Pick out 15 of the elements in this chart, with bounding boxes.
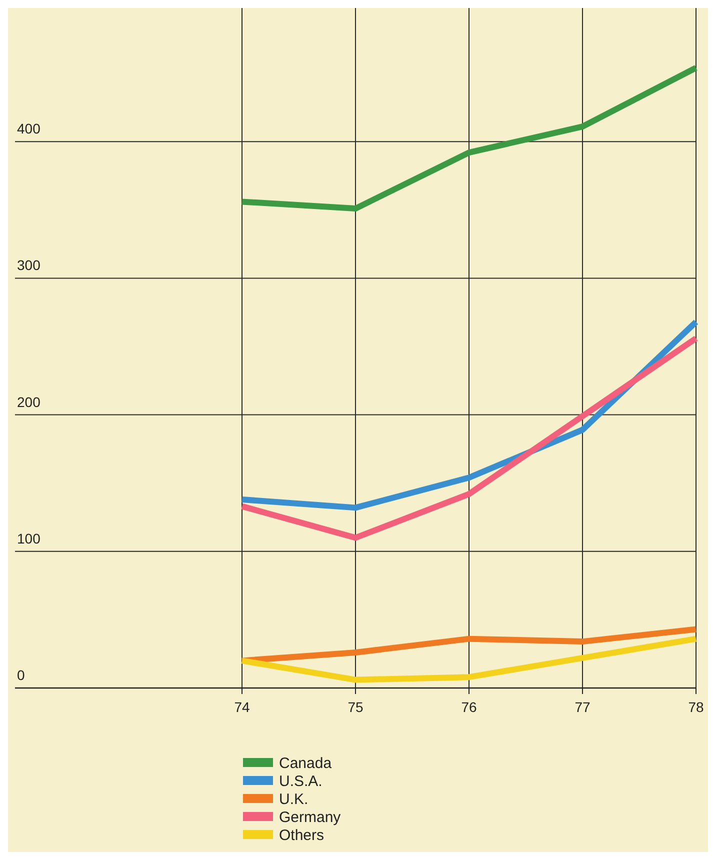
y-tick-label: 300 xyxy=(17,257,41,274)
y-tick-label: 200 xyxy=(17,394,41,410)
x-tick-label: 77 xyxy=(574,699,590,715)
y-tick-label: 100 xyxy=(17,530,41,546)
x-tick-label: 78 xyxy=(688,699,704,715)
x-tick-label: 75 xyxy=(348,699,364,715)
legend-label: Canada xyxy=(279,755,332,772)
y-tick-label: 0 xyxy=(17,667,25,683)
legend-label: U.K. xyxy=(279,791,308,808)
y-tick-label: 400 xyxy=(17,120,41,137)
legend-label: U.S.A. xyxy=(279,773,322,790)
x-tick-label: 76 xyxy=(461,699,477,715)
x-tick-label: 74 xyxy=(234,699,250,715)
legend-label: Others xyxy=(279,827,324,844)
legend-label: Germany xyxy=(279,809,342,826)
